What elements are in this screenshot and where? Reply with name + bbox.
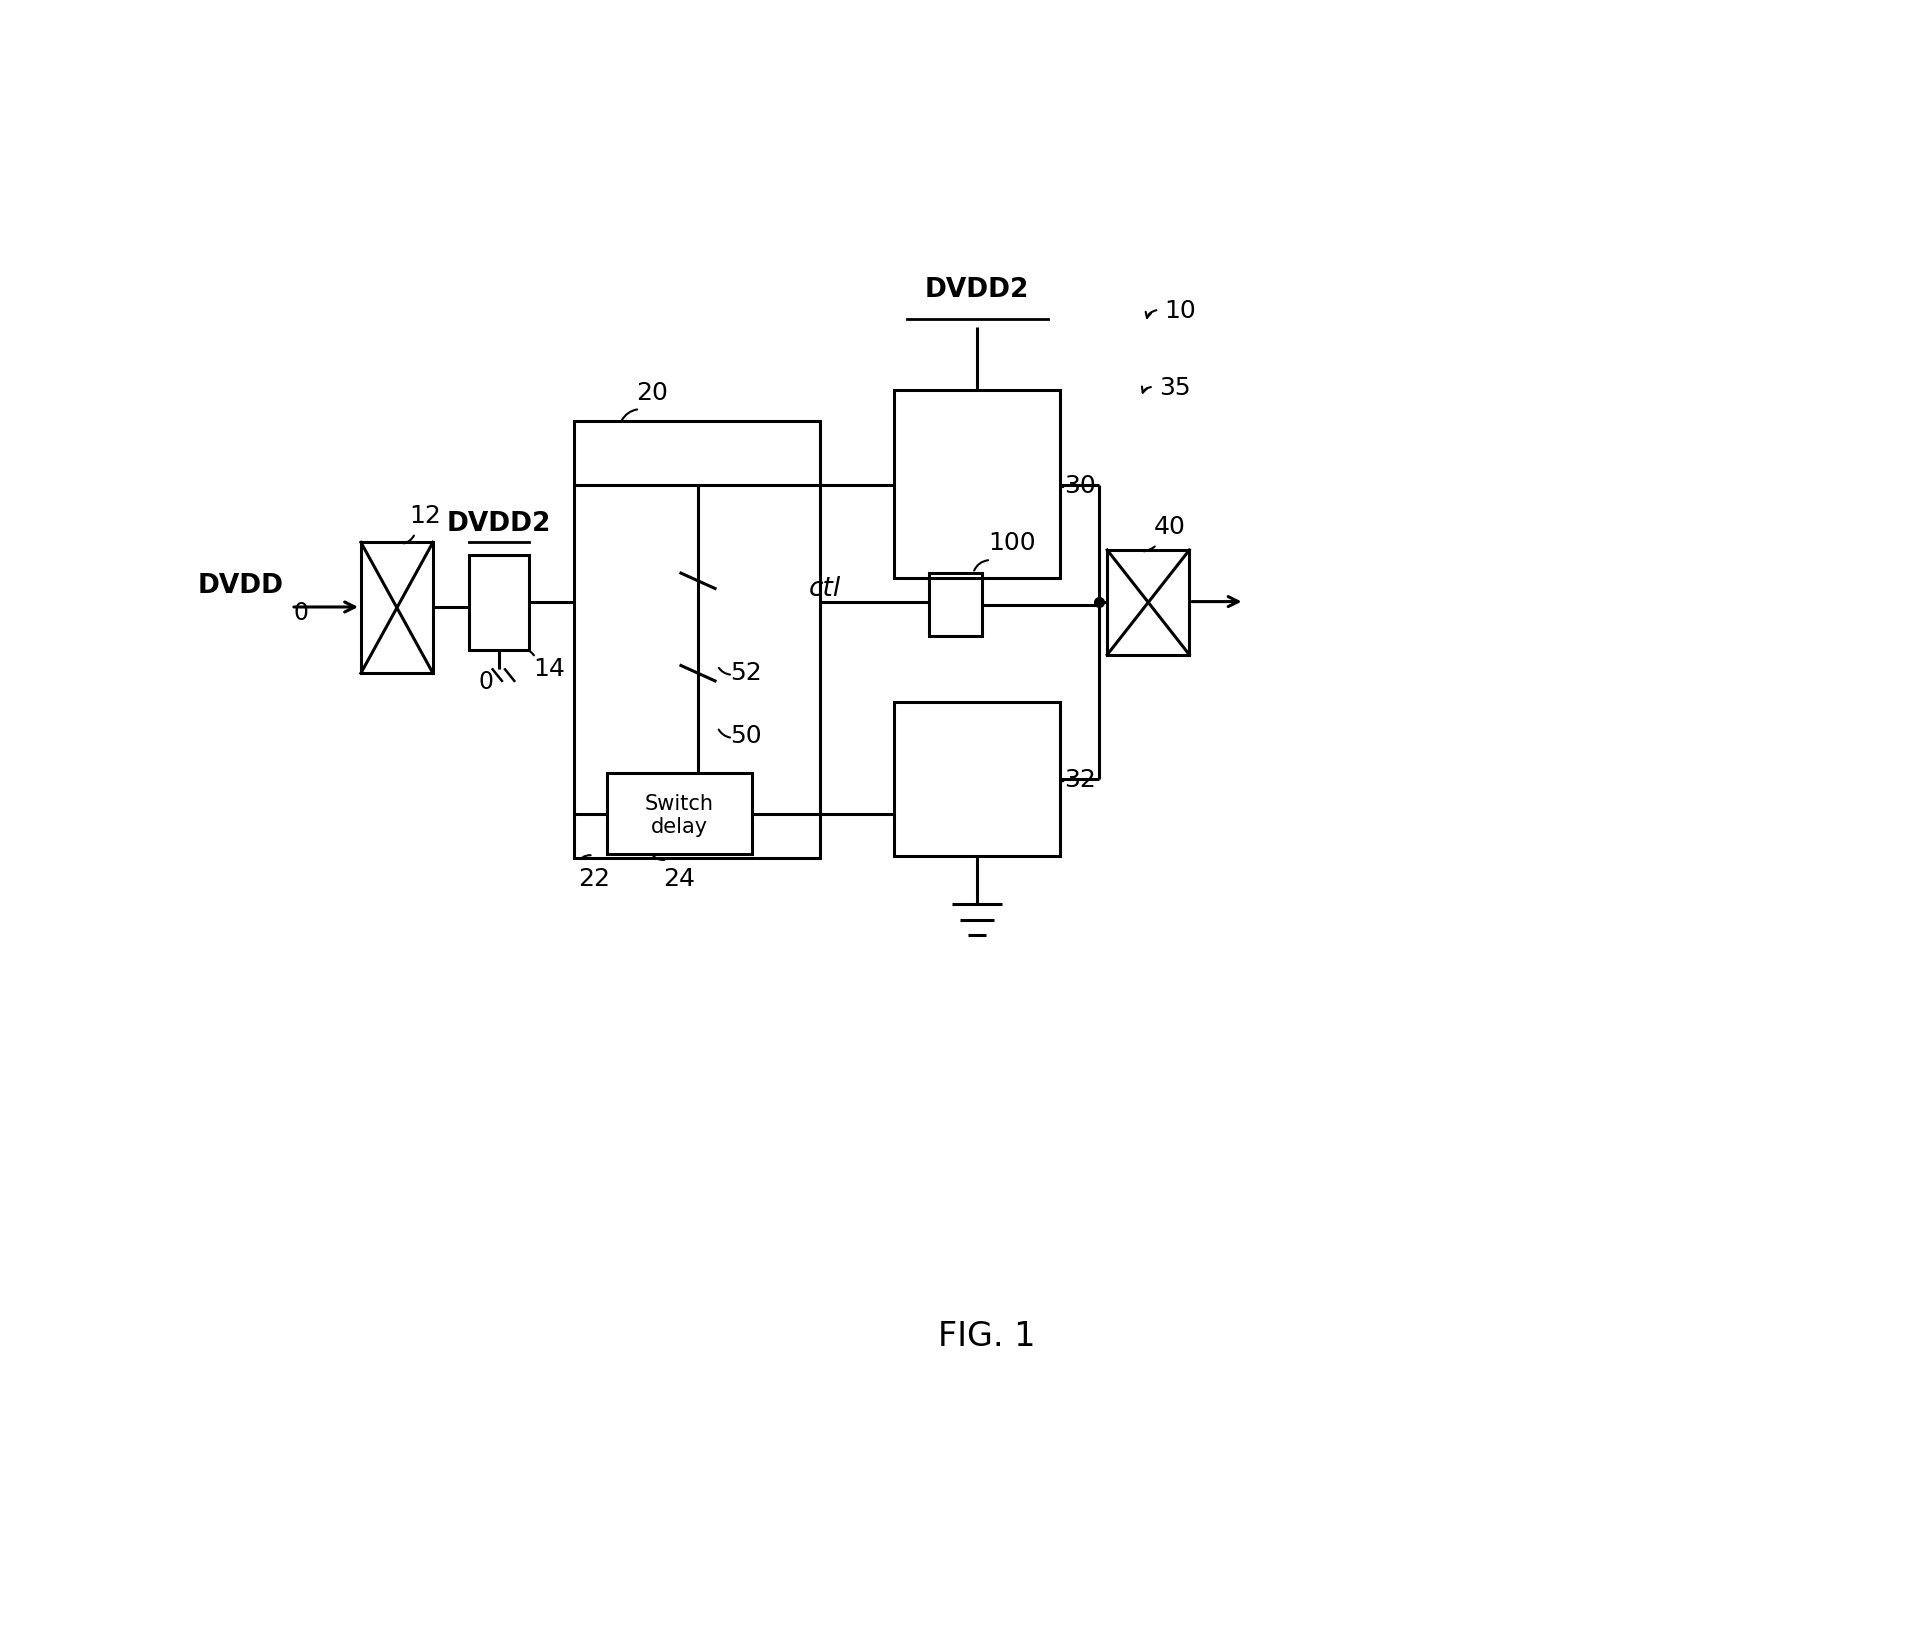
Text: 0: 0 xyxy=(293,600,308,624)
Bar xyxy=(607,774,753,854)
Text: 22: 22 xyxy=(578,865,611,890)
Bar xyxy=(894,390,1059,579)
Bar xyxy=(468,556,530,651)
Text: Switch
delay: Switch delay xyxy=(645,793,715,836)
Text: ctl: ctl xyxy=(809,577,842,602)
Bar xyxy=(574,423,820,859)
Text: 35: 35 xyxy=(1159,375,1190,400)
Bar xyxy=(1107,551,1190,656)
Text: 52: 52 xyxy=(730,661,763,683)
Text: 12: 12 xyxy=(410,503,441,528)
Bar xyxy=(894,701,1059,857)
Text: 24: 24 xyxy=(663,865,695,890)
Text: 10: 10 xyxy=(1165,298,1196,323)
Text: 100: 100 xyxy=(988,531,1036,554)
Text: 14: 14 xyxy=(534,657,566,680)
Bar xyxy=(928,574,982,638)
Text: 32: 32 xyxy=(1065,767,1096,792)
Text: DVDD2: DVDD2 xyxy=(447,511,551,538)
Text: 0: 0 xyxy=(478,670,493,693)
Text: DVDD: DVDD xyxy=(196,572,283,598)
Text: 30: 30 xyxy=(1065,474,1096,497)
Text: 40: 40 xyxy=(1154,515,1186,539)
Text: 50: 50 xyxy=(730,723,763,747)
Text: DVDD2: DVDD2 xyxy=(924,277,1028,303)
Bar xyxy=(360,543,433,674)
Text: 20: 20 xyxy=(636,380,668,405)
Text: FIG. 1: FIG. 1 xyxy=(938,1319,1036,1352)
